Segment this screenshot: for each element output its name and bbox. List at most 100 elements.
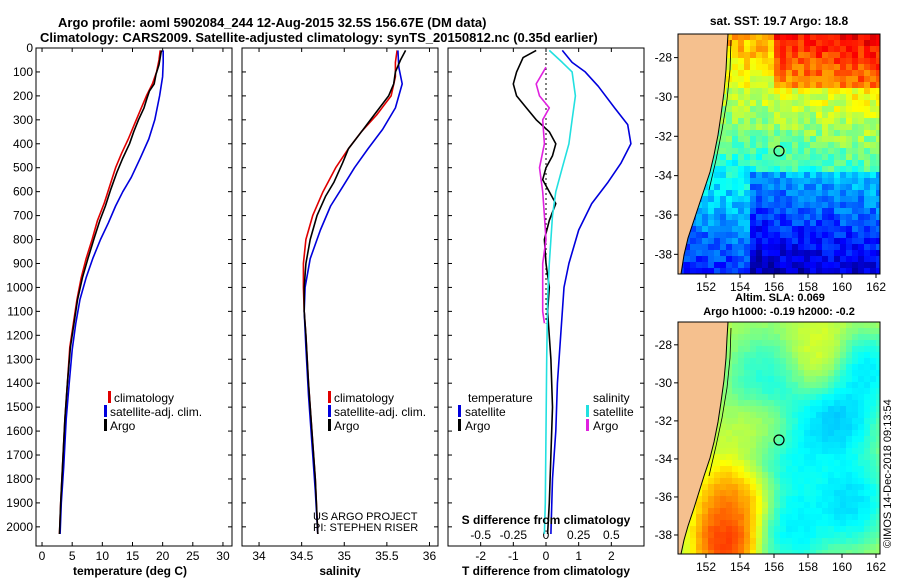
sla-cell <box>732 352 739 359</box>
sla-cell <box>726 352 733 359</box>
sla-cell <box>792 322 799 329</box>
sla-cell <box>774 550 781 554</box>
sla-cell <box>786 418 793 425</box>
sla-cell <box>816 346 823 353</box>
sla-cell <box>828 502 835 509</box>
sla-cell <box>720 532 727 539</box>
sst-cell <box>726 88 733 95</box>
sla-cell <box>774 376 781 383</box>
sla-cell <box>870 436 877 443</box>
sst-cell <box>846 244 853 251</box>
sst-cell <box>876 196 880 203</box>
sst-cell <box>816 166 823 173</box>
sst-cell <box>786 238 793 245</box>
sst-cell <box>822 250 829 257</box>
sla-cell <box>822 490 829 497</box>
x-tick-label: 35 <box>338 549 352 563</box>
sst-cell <box>762 232 769 239</box>
sst-cell <box>744 136 751 143</box>
sst-cell <box>774 172 781 179</box>
sla-cell <box>864 490 871 497</box>
sla-cell <box>876 466 880 473</box>
sst-cell <box>858 256 865 263</box>
map-y-tick-label: -28 <box>655 338 673 352</box>
sla-cell <box>738 550 745 554</box>
sst-cell <box>714 178 721 185</box>
sst-cell <box>780 118 787 125</box>
sst-cell <box>864 238 871 245</box>
sla-cell <box>762 358 769 365</box>
sst-cell <box>840 220 847 227</box>
sla-cell <box>780 436 787 443</box>
sla-cell <box>774 526 781 533</box>
sst-cell <box>762 268 769 274</box>
sst-cell <box>804 148 811 155</box>
sst-cell <box>846 196 853 203</box>
sst-cell <box>756 250 763 257</box>
sla-cell <box>780 484 787 491</box>
sla-cell <box>738 334 745 341</box>
sla-cell <box>786 424 793 431</box>
sst-cell <box>708 166 715 173</box>
sla-cell <box>852 352 859 359</box>
sst-cell <box>810 178 817 185</box>
sst-cell <box>768 64 775 71</box>
sla-cell <box>774 358 781 365</box>
sst-cell <box>810 226 817 233</box>
sla-cell <box>858 412 865 419</box>
sst-cell <box>798 268 805 274</box>
sla-cell <box>822 520 829 527</box>
sla-cell <box>768 484 775 491</box>
sla-cell <box>780 448 787 455</box>
sst-cell <box>792 214 799 221</box>
sst-cell <box>768 34 775 41</box>
sla-cell <box>834 370 841 377</box>
sla-cell <box>750 370 757 377</box>
sst-cell <box>714 160 721 167</box>
sst-cell <box>744 100 751 107</box>
x-tick-label: -2 <box>475 549 486 563</box>
sla-cell <box>816 376 823 383</box>
sst-cell <box>846 46 853 53</box>
sst-cell <box>720 190 727 197</box>
sst-cell <box>738 232 745 239</box>
sla-cell <box>804 436 811 443</box>
sst-cell <box>708 226 715 233</box>
sst-cell <box>696 226 703 233</box>
sst-cell <box>702 268 709 274</box>
sst-cell <box>810 238 817 245</box>
sla-cell <box>810 448 817 455</box>
sla-cell <box>774 328 781 335</box>
sst-cell <box>840 166 847 173</box>
sla-cell <box>780 460 787 467</box>
sla-cell <box>780 334 787 341</box>
sst-cell <box>840 40 847 47</box>
sla-cell <box>834 460 841 467</box>
sst-cell <box>750 64 757 71</box>
sla-cell <box>798 322 805 329</box>
sst-cell <box>726 232 733 239</box>
sla-cell <box>786 322 793 329</box>
sst-cell <box>756 136 763 143</box>
sst-cell <box>786 40 793 47</box>
sst-cell <box>834 82 841 89</box>
sst-cell <box>840 178 847 185</box>
sst-cell <box>762 34 769 41</box>
sst-cell <box>876 172 880 179</box>
sla-cell <box>744 376 751 383</box>
sla-cell <box>786 376 793 383</box>
sst-cell <box>858 166 865 173</box>
sla-cell <box>858 370 865 377</box>
sla-cell <box>840 502 847 509</box>
sst-cell <box>870 148 877 155</box>
sst-cell <box>816 34 823 41</box>
sla-cell <box>864 484 871 491</box>
sst-cell <box>774 52 781 59</box>
sla-cell <box>870 328 877 335</box>
sst-cell <box>822 70 829 77</box>
sst-cell <box>840 142 847 149</box>
sst-cell <box>822 94 829 101</box>
sst-cell <box>852 232 859 239</box>
sst-cell <box>822 268 829 274</box>
